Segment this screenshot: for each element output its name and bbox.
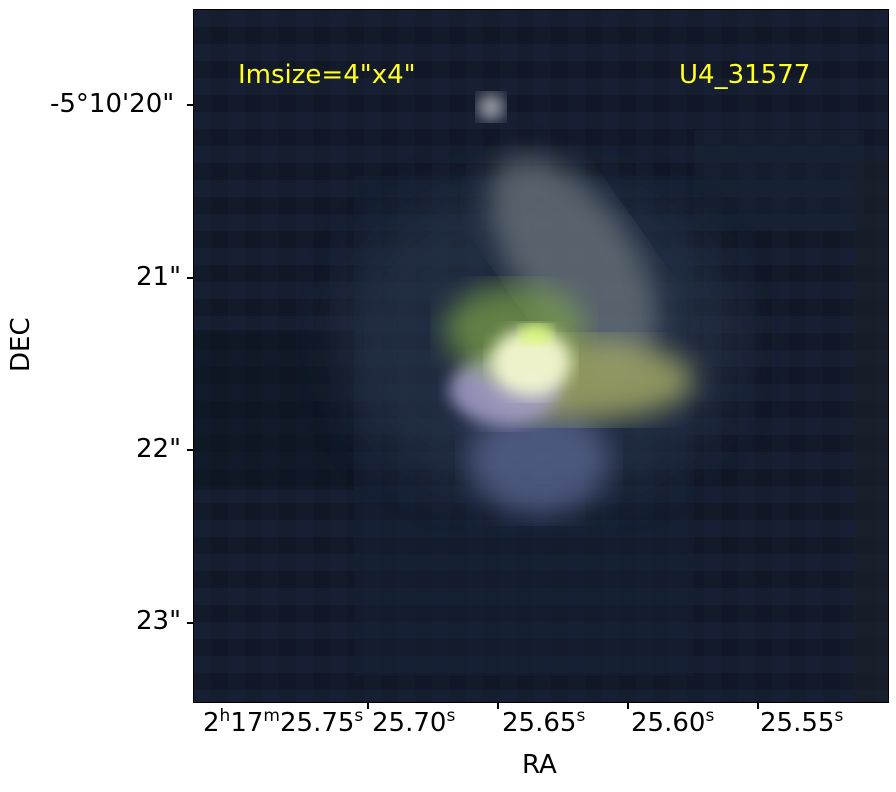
source-id-label: U4_31577 bbox=[679, 60, 811, 90]
ytick-label: 21" bbox=[136, 262, 182, 292]
x-axis-title: RA bbox=[522, 750, 557, 780]
xtick-label: 25.70s bbox=[372, 706, 456, 738]
galaxy-image bbox=[194, 10, 888, 702]
ytick-mark bbox=[187, 449, 193, 451]
ytick-label: -5°10'20" bbox=[50, 89, 175, 119]
xtick-label: 25.65s bbox=[502, 706, 586, 738]
imsize-label: Imsize=4"x4" bbox=[238, 60, 416, 90]
xtick-mark bbox=[757, 703, 759, 709]
image-panel bbox=[193, 9, 889, 703]
ytick-label: 23" bbox=[136, 606, 182, 636]
xtick-mark bbox=[497, 703, 499, 709]
xtick-mark bbox=[627, 703, 629, 709]
xtick-label: 2h17m25.75s bbox=[203, 706, 364, 738]
xtick-label: 25.55s bbox=[760, 706, 844, 738]
ytick-mark bbox=[187, 277, 193, 279]
ytick-mark bbox=[187, 622, 193, 624]
ytick-mark bbox=[187, 104, 193, 106]
y-axis-title: DEC bbox=[6, 317, 36, 372]
xtick-mark bbox=[367, 703, 369, 709]
ytick-label: 22" bbox=[136, 434, 182, 464]
xtick-label: 25.60s bbox=[631, 706, 715, 738]
